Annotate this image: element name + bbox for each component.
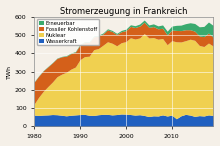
Y-axis label: TWh: TWh: [7, 65, 12, 79]
Legend: Erneuerbar, Fossiler Kohlenstoff, Nuklear, Wasserkraft: Erneuerbar, Fossiler Kohlenstoff, Nuklea…: [37, 19, 99, 45]
Title: Stromerzeugung in Frankreich: Stromerzeugung in Frankreich: [60, 7, 187, 16]
